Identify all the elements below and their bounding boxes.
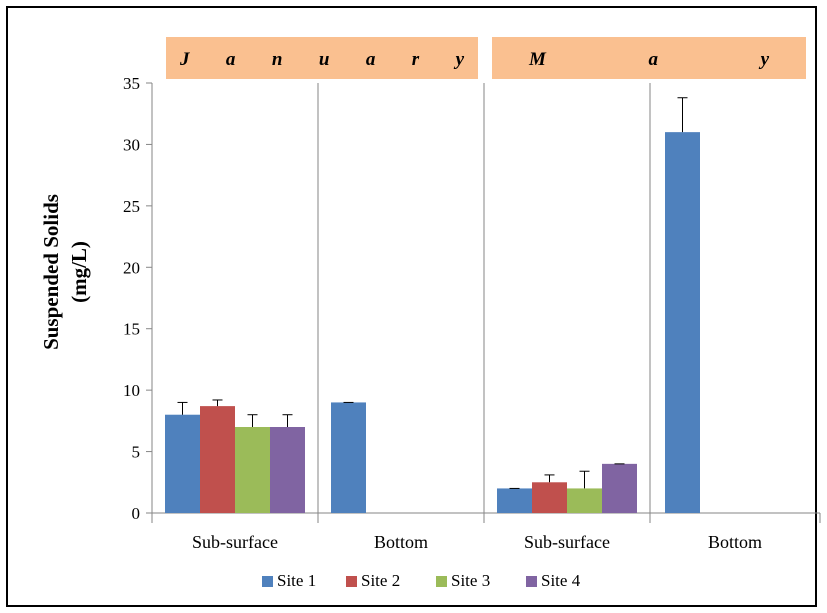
x-category-label-may-sub-surface: Sub-surface xyxy=(524,532,610,552)
legend-swatch-site3 xyxy=(436,576,447,587)
y-tick-label-0: 0 xyxy=(132,504,141,523)
bar-may-sub-surface-site2 xyxy=(532,482,567,513)
legend-label-site4: Site 4 xyxy=(541,571,581,590)
bar-may-sub-surface-site4 xyxy=(602,463,637,513)
y-tick-label-10: 10 xyxy=(123,381,140,400)
y-tick-label-35: 35 xyxy=(123,74,140,93)
bar-may-bottom-site1 xyxy=(665,132,700,513)
panel-header-bar-may xyxy=(492,37,806,79)
y-tick-label-30: 30 xyxy=(123,135,140,154)
bar-january-sub-surface-site2 xyxy=(200,406,235,513)
x-category-label-january-bottom: Bottom xyxy=(374,532,428,552)
y-tick-label-5: 5 xyxy=(132,443,141,462)
bar-may-sub-surface-site1 xyxy=(497,488,532,513)
legend-swatch-site2 xyxy=(346,576,357,587)
legend-label-site2: Site 2 xyxy=(361,571,400,590)
bar-january-sub-surface-site4 xyxy=(270,427,305,513)
y-axis-label-line-2: (mg/L) xyxy=(67,241,91,303)
y-tick-label-25: 25 xyxy=(123,197,140,216)
y-tick-label-20: 20 xyxy=(123,258,140,277)
bar-january-sub-surface-site1 xyxy=(165,414,200,513)
legend-swatch-site4 xyxy=(526,576,537,587)
bar-may-sub-surface-site3 xyxy=(567,488,602,513)
panel-header-bar-january xyxy=(166,37,478,79)
x-category-label-may-bottom: Bottom xyxy=(708,532,762,552)
y-axis-label-line-1: Suspended Solids xyxy=(39,194,63,350)
legend-swatch-site1 xyxy=(262,576,273,587)
bar-january-sub-surface-site3 xyxy=(235,427,270,513)
legend-label-site3: Site 3 xyxy=(451,571,490,590)
bar-january-bottom-site1 xyxy=(331,402,366,513)
legend-label-site1: Site 1 xyxy=(277,571,316,590)
y-tick-label-15: 15 xyxy=(123,320,140,339)
x-category-label-january-sub-surface: Sub-surface xyxy=(192,532,278,552)
